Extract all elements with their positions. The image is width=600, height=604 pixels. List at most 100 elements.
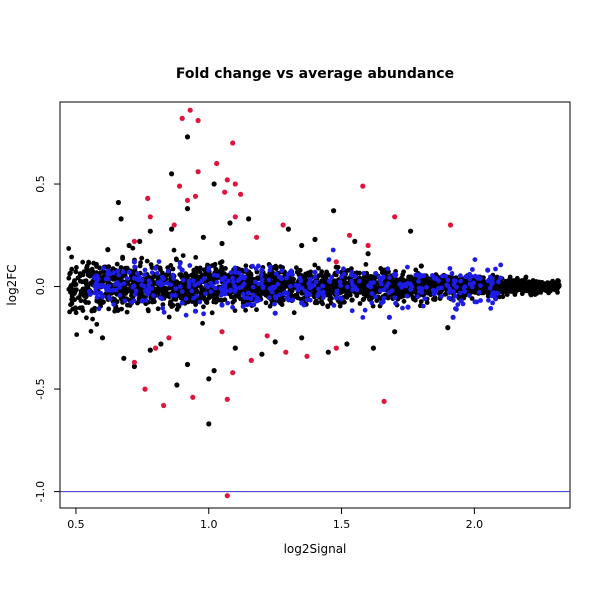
data-point <box>273 271 279 277</box>
data-point <box>169 293 175 298</box>
data-point <box>150 299 155 305</box>
data-point <box>548 282 554 288</box>
data-point <box>352 238 358 244</box>
data-point <box>164 280 170 286</box>
data-point <box>161 309 167 315</box>
data-point <box>532 284 538 290</box>
data-point <box>556 283 562 289</box>
data-point <box>246 276 252 282</box>
data-point <box>401 269 406 275</box>
data-point <box>290 272 295 277</box>
data-point <box>99 335 106 341</box>
data-point <box>451 289 456 294</box>
data-point <box>143 297 149 303</box>
data-point <box>187 107 193 113</box>
data-point <box>248 357 254 363</box>
data-point <box>412 297 418 303</box>
data-point <box>361 270 367 276</box>
data-point <box>131 298 137 304</box>
data-point <box>124 309 130 315</box>
data-point <box>233 286 239 292</box>
data-point <box>480 290 486 296</box>
data-point <box>471 280 476 286</box>
data-point <box>195 117 201 124</box>
data-point <box>412 280 417 286</box>
data-point <box>91 308 97 314</box>
data-point <box>418 263 424 269</box>
data-point <box>329 296 334 301</box>
data-point <box>325 304 331 310</box>
data-point <box>357 278 362 284</box>
data-point <box>148 262 154 267</box>
data-point <box>68 302 73 308</box>
data-point <box>378 266 384 271</box>
data-point <box>304 297 310 303</box>
data-point <box>458 298 464 304</box>
data-point <box>170 266 176 272</box>
data-point <box>132 264 138 270</box>
data-point <box>180 253 186 258</box>
data-point <box>212 285 218 291</box>
data-point <box>184 134 191 140</box>
data-point <box>275 281 281 287</box>
data-point <box>506 283 511 288</box>
data-point <box>161 402 167 409</box>
data-point <box>431 296 436 302</box>
data-point <box>204 300 210 305</box>
data-point <box>224 396 230 402</box>
data-point <box>458 290 463 296</box>
data-point <box>556 278 561 284</box>
data-point <box>86 289 92 294</box>
data-point <box>74 332 80 337</box>
data-point <box>121 355 127 361</box>
data-point <box>280 222 286 228</box>
data-point <box>397 281 403 287</box>
data-point <box>439 285 444 291</box>
data-point <box>422 296 428 302</box>
data-point <box>339 274 344 280</box>
data-point <box>179 300 185 306</box>
data-point <box>230 304 236 310</box>
data-point <box>319 269 325 275</box>
data-point <box>245 290 251 296</box>
data-point <box>243 307 249 313</box>
data-point <box>156 259 162 264</box>
data-point <box>176 183 183 189</box>
data-point <box>259 277 265 282</box>
data-point <box>95 290 100 296</box>
data-point <box>440 273 445 279</box>
data-point <box>201 276 207 281</box>
data-point <box>354 287 360 293</box>
data-point <box>378 288 383 294</box>
data-point <box>147 286 152 292</box>
data-point <box>260 285 266 291</box>
data-point <box>240 304 246 309</box>
data-point <box>144 291 150 297</box>
plot-layer: 0.5 1.0 1.5 2.0 -1.0 -0.5 0.0 0.5 <box>34 101 571 531</box>
data-point <box>449 271 455 276</box>
data-point <box>116 272 122 278</box>
data-point <box>297 267 303 273</box>
data-point <box>156 286 162 292</box>
data-point <box>183 312 189 318</box>
data-point <box>467 276 473 282</box>
data-point <box>424 300 430 305</box>
data-point <box>219 302 225 308</box>
data-point <box>285 271 291 277</box>
data-point <box>192 193 199 199</box>
data-point <box>197 299 203 305</box>
data-point <box>74 265 79 270</box>
data-point <box>365 251 371 257</box>
data-point <box>416 279 421 284</box>
data-point <box>323 276 328 282</box>
data-point <box>370 345 376 351</box>
data-point <box>386 314 392 320</box>
data-point <box>232 308 238 313</box>
data-point <box>110 287 116 293</box>
data-point <box>189 288 195 294</box>
data-point <box>169 171 175 177</box>
data-point <box>73 306 79 311</box>
data-point <box>242 274 248 280</box>
data-point <box>445 325 451 331</box>
data-point <box>335 269 340 275</box>
